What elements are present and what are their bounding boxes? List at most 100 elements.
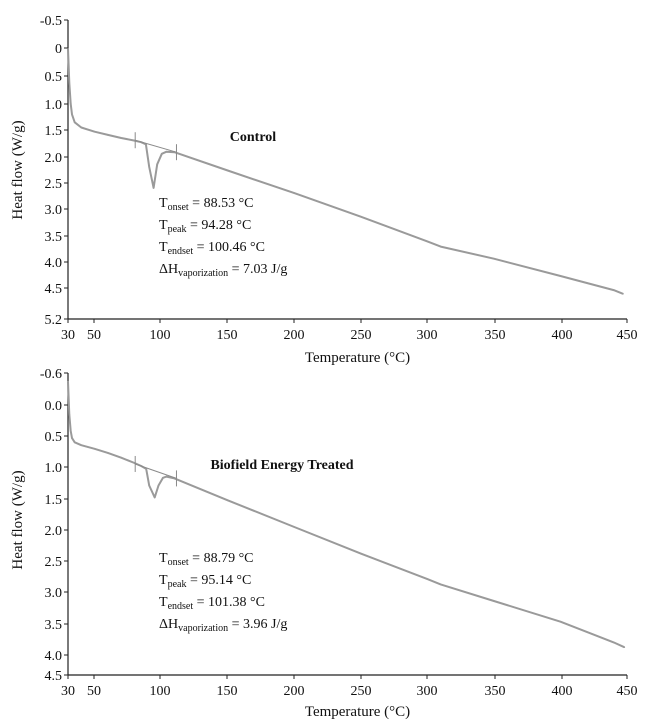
- heat-flow-point: [161, 153, 163, 155]
- heat-flow-point: [69, 430, 72, 432]
- heat-flow-point: [622, 293, 624, 295]
- heat-flow-point: [226, 169, 229, 172]
- heat-flow-point: [107, 134, 109, 136]
- heat-flow-point: [73, 121, 76, 124]
- heat-flow-point: [165, 150, 168, 153]
- thermal-annotation: Tpeak = 95.14 °C: [159, 573, 251, 590]
- y-tick-label: 1.5: [45, 493, 63, 508]
- heat-flow-point: [157, 484, 160, 487]
- panel-title: Control: [230, 130, 277, 145]
- heat-flow-point: [80, 126, 83, 129]
- x-tick-label: 150: [217, 684, 238, 699]
- heat-flow-point: [145, 468, 147, 470]
- thermal-annotation: Tendset = 101.38 °C: [159, 595, 265, 612]
- heat-flow-point: [68, 82, 71, 84]
- heat-flow-point: [153, 496, 156, 499]
- x-axis-title: Temperature (°C): [305, 704, 410, 720]
- heat-flow-point: [293, 526, 296, 528]
- thermal-annotation: Tendset = 100.46 °C: [159, 240, 265, 257]
- peak-baseline: [135, 463, 177, 479]
- y-tick-label: 2.5: [45, 177, 63, 192]
- heat-flow-point: [426, 578, 429, 580]
- heat-flow-point: [67, 381, 69, 383]
- heat-flow-point: [493, 600, 495, 602]
- panel-title: Biofield Energy Treated: [210, 458, 353, 473]
- heat-flow-point: [148, 166, 150, 168]
- y-tick-label: 2.5: [45, 555, 63, 570]
- x-tick-label: 300: [417, 684, 438, 699]
- heat-flow-point: [80, 444, 83, 447]
- chart-panel-2: -0.6 0.0 0.5 1.0 1.5 2.0 2.5 3.0 3.5 4.0 4.530 50 10…: [10, 367, 638, 720]
- y-tick-label: 0.5: [45, 70, 63, 85]
- x-axis-title: Temperature (°C): [305, 350, 410, 366]
- x-tick-label: 250: [351, 684, 372, 699]
- heat-flow-point: [71, 113, 73, 116]
- y-tick-label: 1.5: [45, 124, 63, 139]
- thermal-annotation: ΔHvaporization = 3.96 J/g: [159, 617, 287, 634]
- y-tick-label: 0.5: [45, 430, 63, 445]
- x-tick-label: 50: [87, 684, 101, 699]
- y-tick-label: 4.5: [45, 282, 63, 297]
- heat-flow-point: [559, 275, 562, 277]
- x-tick-label: 50: [87, 328, 101, 343]
- x-tick-label: 350: [485, 684, 506, 699]
- heat-flow-point: [93, 448, 96, 450]
- y-tick-label: -0.5: [40, 14, 62, 29]
- heat-flow-point: [156, 163, 158, 166]
- heat-flow-point: [67, 48, 69, 50]
- heat-flow-point: [152, 187, 155, 189]
- y-tick-label: 2.0: [45, 151, 63, 166]
- heat-flow-point: [360, 215, 362, 218]
- heat-flow-point: [165, 475, 168, 478]
- x-tick-label: 100: [150, 684, 171, 699]
- heat-flow-point: [68, 413, 71, 416]
- heat-flow-point: [612, 289, 615, 291]
- x-tick-label: 400: [552, 684, 573, 699]
- x-tick-label: 300: [417, 328, 438, 343]
- y-tick-label: 1.0: [45, 461, 63, 476]
- x-tick-label: 350: [485, 328, 506, 343]
- heat-flow-series-line: [67, 48, 624, 295]
- heat-flow-point: [107, 452, 109, 454]
- heat-flow-point: [426, 240, 429, 243]
- x-tick-label: 450: [617, 328, 638, 343]
- y-tick-label: 0: [55, 42, 62, 57]
- heat-flow-point: [612, 641, 615, 644]
- heat-flow-point: [162, 477, 164, 479]
- x-tick-label: 250: [351, 328, 372, 343]
- heat-flow-point: [623, 646, 626, 648]
- heat-flow-point: [120, 456, 122, 459]
- y-tick-label: 2.0: [45, 524, 63, 539]
- heat-flow-point: [493, 257, 495, 260]
- x-tick-label: 100: [150, 328, 171, 343]
- y-tick-label: 3.5: [45, 230, 63, 245]
- peak-baseline: [135, 139, 177, 153]
- x-tick-label: 200: [284, 328, 305, 343]
- heat-flow-point: [69, 103, 72, 105]
- x-tick-label: 30: [61, 684, 75, 699]
- y-tick-label: 3.0: [45, 586, 63, 601]
- y-tick-label: 5.2: [45, 313, 63, 328]
- thermal-annotation: ΔHvaporization = 7.03 J/g: [159, 262, 287, 279]
- thermal-annotation: Tpeak = 94.28 °C: [159, 218, 251, 235]
- x-tick-label: 30: [61, 328, 75, 343]
- x-tick-label: 200: [284, 684, 305, 699]
- y-axis-title: Heat flow (W/g): [10, 470, 26, 569]
- heat-flow-point: [73, 441, 76, 444]
- heat-flow-point: [148, 484, 150, 487]
- heat-flow-series-line: [67, 381, 625, 649]
- heat-flow-point: [120, 137, 122, 139]
- heat-flow-point: [439, 583, 442, 586]
- thermal-annotation: Tonset = 88.53 °C: [159, 196, 254, 213]
- heat-flow-point: [360, 552, 362, 555]
- y-tick-label: 4.0: [45, 256, 63, 271]
- heat-flow-point: [71, 437, 73, 439]
- y-axis-title: Heat flow (W/g): [10, 120, 26, 219]
- y-tick-label: 4.0: [45, 649, 63, 664]
- x-tick-label: 400: [552, 328, 573, 343]
- heat-flow-point: [293, 192, 296, 194]
- heat-flow-point: [93, 130, 96, 133]
- chart-panel-1: -0.5 0 0.5 1.0 1.5 2.0 2.5 3.0 3.5 4.0 4.5 5.230 50 1…: [10, 14, 638, 366]
- x-tick-label: 150: [217, 328, 238, 343]
